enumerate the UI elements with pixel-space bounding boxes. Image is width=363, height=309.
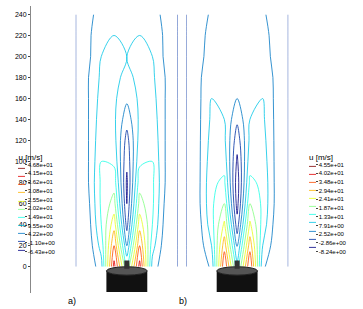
svg-text:2.02e+01: 2.02e+01 [28,205,54,211]
svg-text:a): a) [68,296,76,306]
svg-text:60: 60 [19,200,27,207]
svg-text:160: 160 [15,95,27,102]
svg-text:2.94e+01: 2.94e+01 [319,188,345,194]
svg-text:7.91e+00: 7.91e+00 [319,223,345,229]
svg-text:4.55e+01: 4.55e+01 [319,162,345,168]
svg-text:200: 200 [15,53,27,60]
svg-text:100: 100 [15,158,27,165]
svg-text:3.08e+01: 3.08e+01 [28,188,54,194]
svg-text:4.22e+00: 4.22e+00 [28,231,54,237]
svg-text:-8.24e+00: -8.24e+00 [319,249,347,255]
svg-text:2.52e+00: 2.52e+00 [319,231,345,237]
svg-text:40: 40 [19,221,27,228]
svg-text:-6.43e+00: -6.43e+00 [28,249,56,255]
svg-text:80: 80 [19,179,27,186]
svg-text:9.55e+00: 9.55e+00 [28,223,54,229]
svg-text:-2.86e+00: -2.86e+00 [319,240,347,246]
svg-text:3.48e+01: 3.48e+01 [319,179,345,185]
svg-text:1.87e+01: 1.87e+01 [319,205,345,211]
svg-text:140: 140 [15,116,27,123]
svg-text:180: 180 [15,74,27,81]
svg-text:4.15e+01: 4.15e+01 [28,170,54,176]
svg-text:240: 240 [15,11,27,18]
svg-text:1.49e+01: 1.49e+01 [28,214,54,220]
svg-text:2.41e+01: 2.41e+01 [319,196,345,202]
svg-text:3.62e+01: 3.62e+01 [28,179,54,185]
svg-text:2.55e+01: 2.55e+01 [28,197,54,203]
svg-text:u [m/s]: u [m/s] [18,153,42,162]
svg-text:u [m/s]: u [m/s] [309,153,333,162]
svg-text:b): b) [179,296,187,306]
svg-text:4.68e+01: 4.68e+01 [28,162,54,168]
svg-text:220: 220 [15,32,27,39]
svg-text:20: 20 [19,242,27,249]
svg-text:1.33e+01: 1.33e+01 [319,214,345,220]
svg-text:120: 120 [15,137,27,144]
svg-text:4.02e+01: 4.02e+01 [319,170,345,176]
svg-text:0: 0 [23,263,27,270]
svg-text:-1.10e+00: -1.10e+00 [28,240,56,246]
